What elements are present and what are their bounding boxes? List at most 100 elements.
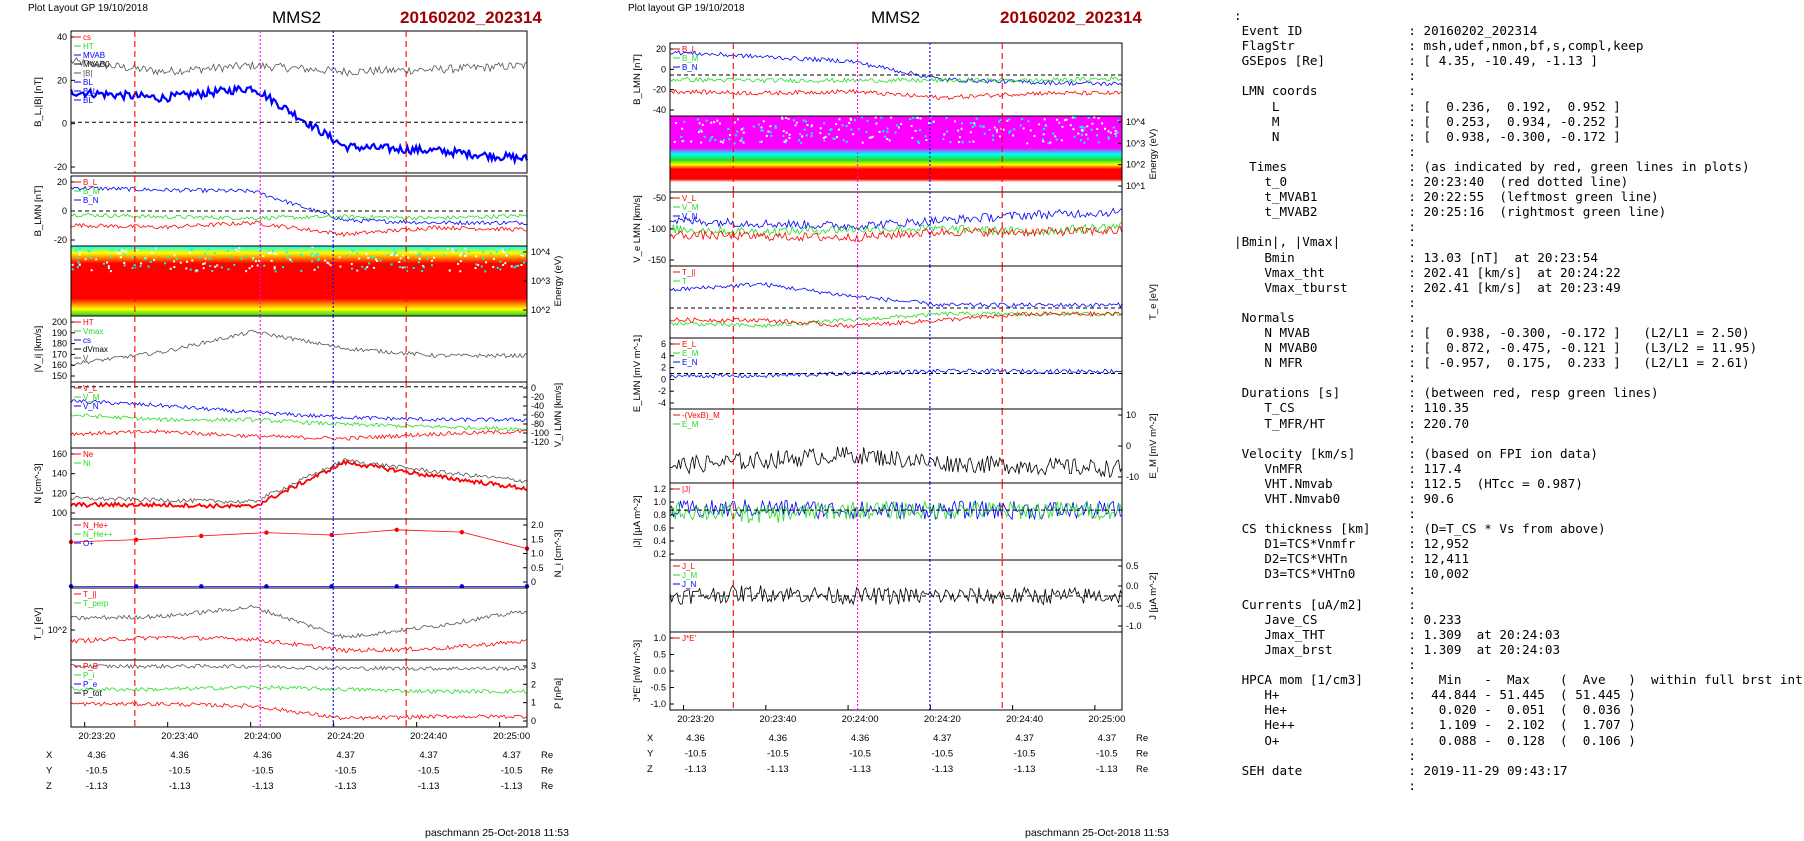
- spectrogram-speck: [406, 269, 409, 272]
- series-line: [669, 446, 1123, 479]
- spectrogram-speck: [785, 116, 788, 119]
- spectrogram-speck: [680, 135, 683, 138]
- spectrogram-speck: [367, 257, 370, 260]
- y-tick-label: 1: [531, 698, 536, 708]
- spectrogram-speck: [729, 134, 732, 137]
- y-tick-label: -20: [54, 235, 67, 245]
- y-tick-label: -4: [658, 398, 666, 408]
- y-axis-label: B_LMN [nT]: [33, 186, 44, 237]
- spectrogram: [71, 246, 527, 316]
- y-tick-label: -1.0: [650, 699, 666, 709]
- y-axis-label: B_LMN [nT]: [632, 54, 643, 105]
- info-line: VHT.Nmvab0 : 90.6: [1234, 491, 1454, 506]
- spectrogram-speck: [957, 141, 960, 144]
- spectrogram-speck: [841, 124, 844, 127]
- spectrogram-speck: [998, 120, 1001, 123]
- spectrogram-speck: [1055, 138, 1058, 141]
- y-tick-label: 0: [531, 383, 536, 393]
- y-tick-label: 10^1: [1126, 181, 1145, 191]
- spectrogram-speck: [1073, 116, 1076, 119]
- orbit-value: -1.13: [932, 764, 954, 775]
- spectrogram-speck: [379, 259, 382, 262]
- spectrogram-speck: [792, 119, 795, 122]
- spectrogram-speck: [231, 246, 234, 249]
- spectrogram-speck: [448, 269, 451, 272]
- spectrogram-speck: [1095, 134, 1098, 137]
- spectrogram-speck: [805, 134, 808, 137]
- y-tick-label: 4: [661, 351, 666, 361]
- spectrogram-speck: [1013, 128, 1016, 131]
- spectrogram-speck: [781, 116, 784, 119]
- spectrogram-speck: [260, 248, 263, 251]
- legend-label: V_L: [83, 384, 98, 393]
- spectrogram-speck: [1012, 134, 1015, 137]
- spectrogram-speck: [510, 265, 513, 268]
- spectrogram-speck: [737, 118, 740, 121]
- spectrogram-speck: [203, 262, 206, 265]
- spectrogram-speck: [355, 252, 358, 255]
- spectrogram-speck: [401, 266, 404, 269]
- y-tick-label: 0.5: [1126, 561, 1139, 571]
- left_panel-group: Plot Layout GP 19/10/2018 MMS2 20160202_20…: [28, 3, 569, 839]
- panel: 2.0 1.5 1.0 0.5 0 N_i [cm^-3] N_He+N_He++O+: [68, 518, 564, 589]
- info-line: :: [1234, 219, 1416, 235]
- info-line: T_CS : 110.35: [1234, 400, 1470, 416]
- spectrogram-speck: [78, 263, 81, 266]
- spectrogram-speck: [462, 252, 465, 255]
- orbit-value: -10.5: [169, 766, 191, 777]
- spectrogram-speck: [392, 252, 395, 255]
- info-line: t_0 : 20:23:40 (red dotted line): [1234, 174, 1629, 190]
- spectrogram-speck: [995, 128, 998, 131]
- legend-label: BL: [83, 78, 93, 87]
- x-tick-label: 20:24:00: [244, 731, 281, 742]
- spectrogram-speck: [443, 253, 446, 256]
- spectrogram-speck: [117, 248, 120, 251]
- spectrogram-speck: [430, 264, 433, 267]
- panel: 3 2 1 0 P [nPa] P_BP_iP_eP_tot: [70, 659, 564, 728]
- spectrogram-speck: [836, 135, 839, 138]
- info-line: D1=TCS*Vnmfr : 12,952: [1234, 536, 1470, 552]
- series-line: [669, 76, 1122, 84]
- spectrogram-speck: [727, 127, 730, 130]
- y-axis-label: T_e [eV]: [1148, 284, 1159, 320]
- info-line: SEH date : 2019-11-29 09:43:17: [1234, 762, 1568, 778]
- spectrogram-speck: [451, 247, 454, 250]
- info-line: Vmax_tht : 202.41 [km/s] at 20:24:22: [1234, 264, 1621, 280]
- spectrogram-speck: [1055, 118, 1058, 121]
- y-tick-label: 1.5: [531, 534, 544, 544]
- spectrogram-speck: [1065, 118, 1068, 121]
- info-line: N : [ 0.938, -0.300, -0.172 ]: [1234, 128, 1621, 144]
- spectrogram-speck: [77, 261, 80, 264]
- info-line: He++ : 1.109 - 2.102 ( 1.707 ): [1234, 717, 1636, 733]
- spectrogram-speck: [267, 251, 270, 254]
- spectrogram-speck: [189, 268, 192, 271]
- y-tick-label: 180: [52, 339, 67, 349]
- info-line: Velocity [km/s] : (based on FPI ion data…: [1234, 445, 1598, 461]
- spectrogram-speck: [475, 263, 478, 266]
- spectrogram-speck: [866, 119, 869, 122]
- y-axis-label: N_i [cm^-3]: [553, 530, 564, 578]
- series-line: [669, 207, 1123, 231]
- spectrogram-speck: [886, 127, 889, 130]
- spectrogram-speck: [897, 126, 900, 129]
- spectrogram-speck: [505, 254, 508, 257]
- spectrogram-speck: [520, 263, 523, 266]
- y-tick-label: 0.0: [1126, 581, 1139, 591]
- y-axis-label: Energy (eV): [553, 256, 564, 307]
- y-tick-label: 0.4: [653, 536, 666, 546]
- series-line: [70, 220, 528, 238]
- spectrogram-speck: [520, 254, 523, 257]
- spectrogram-speck: [238, 247, 241, 250]
- y-axis-label: Energy (eV): [1148, 129, 1159, 180]
- legend-label: J_M: [682, 571, 697, 580]
- spectrogram-speck: [417, 261, 420, 264]
- y-tick-label: 20: [57, 177, 67, 187]
- spectrogram-speck: [878, 130, 881, 133]
- spectrogram-speck: [256, 264, 259, 267]
- spectrogram-speck: [1044, 124, 1047, 127]
- y-axis-label: V_i LMN [km/s]: [553, 383, 564, 447]
- info-line: O+ : 0.088 - 0.128 ( 0.106 ): [1234, 732, 1636, 748]
- panel: -50 -100 -150 V_e LMN [km/s] V_LV_MV_N: [632, 191, 1123, 267]
- spectrogram-speck: [830, 128, 833, 131]
- legend-label: V_L: [682, 194, 697, 203]
